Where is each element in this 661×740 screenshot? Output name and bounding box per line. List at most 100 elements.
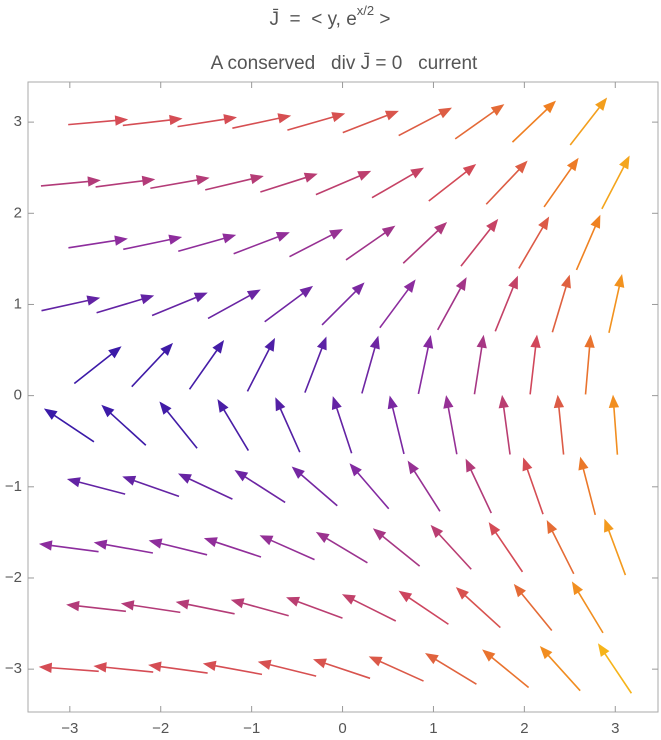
vector-arrow bbox=[178, 233, 237, 253]
vector-arrow bbox=[291, 466, 338, 507]
vector-arrow bbox=[436, 277, 467, 331]
vector-arrow bbox=[387, 395, 405, 455]
vector-arrow bbox=[122, 475, 180, 498]
vector-arrow bbox=[511, 100, 557, 143]
vector-arrow bbox=[275, 397, 301, 453]
vector-arrow bbox=[259, 535, 315, 561]
x-tick-label: −1 bbox=[243, 720, 260, 737]
vector-arrow bbox=[304, 336, 327, 393]
plot-frame bbox=[27, 81, 659, 713]
vector-arrow bbox=[257, 659, 317, 677]
vector-arrow bbox=[93, 662, 154, 673]
x-tick-label: 3 bbox=[611, 720, 619, 737]
vector-arrow bbox=[443, 395, 458, 455]
vector-arrow bbox=[315, 531, 368, 564]
vector-arrow bbox=[529, 334, 541, 395]
vector-arrow bbox=[122, 114, 183, 127]
vector-arrow bbox=[264, 285, 314, 323]
vector-arrow bbox=[597, 643, 633, 694]
vector-arrow bbox=[398, 107, 452, 137]
y-tick-label: −1 bbox=[5, 478, 22, 495]
vector-arrow bbox=[41, 295, 101, 312]
chart-title: J̄ = < y, ex/2 > bbox=[269, 3, 390, 30]
vector-arrow bbox=[361, 335, 380, 394]
vector-arrow bbox=[342, 110, 399, 134]
vector-arrow bbox=[341, 594, 397, 622]
vector-arrow bbox=[287, 112, 346, 131]
vector-arrow bbox=[321, 282, 365, 326]
vector-arrow bbox=[246, 337, 276, 392]
vector-arrow bbox=[68, 115, 129, 126]
y-tick-label: 3 bbox=[14, 113, 22, 130]
vector-arrow bbox=[546, 520, 575, 575]
vector-arrow bbox=[460, 218, 499, 267]
vector-arrow bbox=[202, 660, 263, 676]
vector-arrow bbox=[608, 274, 625, 333]
vector-arrow bbox=[175, 599, 235, 615]
vector-arrow bbox=[407, 460, 441, 512]
vector-arrow bbox=[95, 175, 156, 188]
vector-arrow bbox=[312, 658, 371, 680]
vector-arrow bbox=[371, 167, 425, 199]
vector-arrow bbox=[177, 114, 237, 128]
chart-subtitle: A conserved div J̄ = 0 current bbox=[211, 53, 478, 74]
vector-arrow bbox=[543, 157, 579, 208]
vector-arrow bbox=[571, 581, 604, 634]
vector-arrow bbox=[578, 456, 597, 516]
vector-arrow bbox=[428, 164, 477, 202]
vector-arrow bbox=[66, 477, 126, 495]
vector-arrow bbox=[551, 274, 571, 333]
vector-arrow bbox=[417, 335, 434, 395]
vector-arrow bbox=[203, 537, 262, 558]
vector-arrow bbox=[604, 518, 627, 576]
vector-arrow bbox=[425, 652, 477, 685]
vector-arrow bbox=[230, 598, 289, 617]
vector-arrow bbox=[372, 528, 421, 567]
vector-arrow bbox=[207, 289, 261, 320]
vector-arrow bbox=[455, 587, 501, 629]
vector-arrow bbox=[43, 408, 95, 443]
vector-arrow bbox=[234, 470, 286, 504]
y-tick-label: 1 bbox=[14, 295, 22, 312]
vector-arrow bbox=[454, 104, 505, 140]
vector-arrow bbox=[345, 225, 396, 261]
vector-arrow bbox=[286, 596, 343, 619]
vector-arrow bbox=[584, 334, 595, 395]
title-superscript: x/2 bbox=[357, 3, 374, 18]
vector-arrow bbox=[518, 216, 550, 269]
vector-arrow bbox=[513, 583, 553, 632]
vector-arrow bbox=[575, 214, 601, 271]
x-tick-label: 0 bbox=[338, 720, 346, 737]
vector-arrow bbox=[569, 97, 608, 146]
vector-arrow bbox=[148, 538, 208, 556]
vector-arrow bbox=[601, 155, 630, 210]
vector-arrow bbox=[101, 404, 147, 446]
title-main: J̄ = < y, e bbox=[269, 9, 356, 30]
vector-arrow bbox=[368, 656, 424, 682]
vector-arrow bbox=[188, 340, 225, 390]
vector-arrow bbox=[430, 524, 472, 570]
vector-arrow bbox=[485, 160, 528, 205]
y-tick-label: −3 bbox=[5, 660, 22, 677]
vector-arrow bbox=[349, 463, 390, 510]
vector-arrow bbox=[217, 399, 250, 451]
y-tick-label: −2 bbox=[5, 569, 22, 586]
vector-arrow bbox=[402, 222, 448, 264]
vector-arrow bbox=[488, 522, 524, 573]
vector-arrow bbox=[73, 346, 122, 385]
vector-arrow bbox=[260, 172, 318, 193]
vector-arrow bbox=[151, 292, 208, 317]
vector-arrow bbox=[398, 590, 449, 625]
y-tick-label: 0 bbox=[14, 387, 22, 404]
vector-arrow bbox=[148, 661, 208, 674]
x-tick-label: −2 bbox=[152, 720, 169, 737]
vector-arrow bbox=[40, 176, 101, 187]
vector-arrow bbox=[315, 170, 372, 196]
vector-arrow bbox=[120, 600, 181, 614]
y-tick-label: 2 bbox=[14, 204, 22, 221]
vector-arrow bbox=[522, 457, 544, 515]
vector-arrow bbox=[539, 646, 581, 692]
vector-arrow bbox=[38, 540, 99, 553]
vector-arrow bbox=[473, 334, 487, 395]
